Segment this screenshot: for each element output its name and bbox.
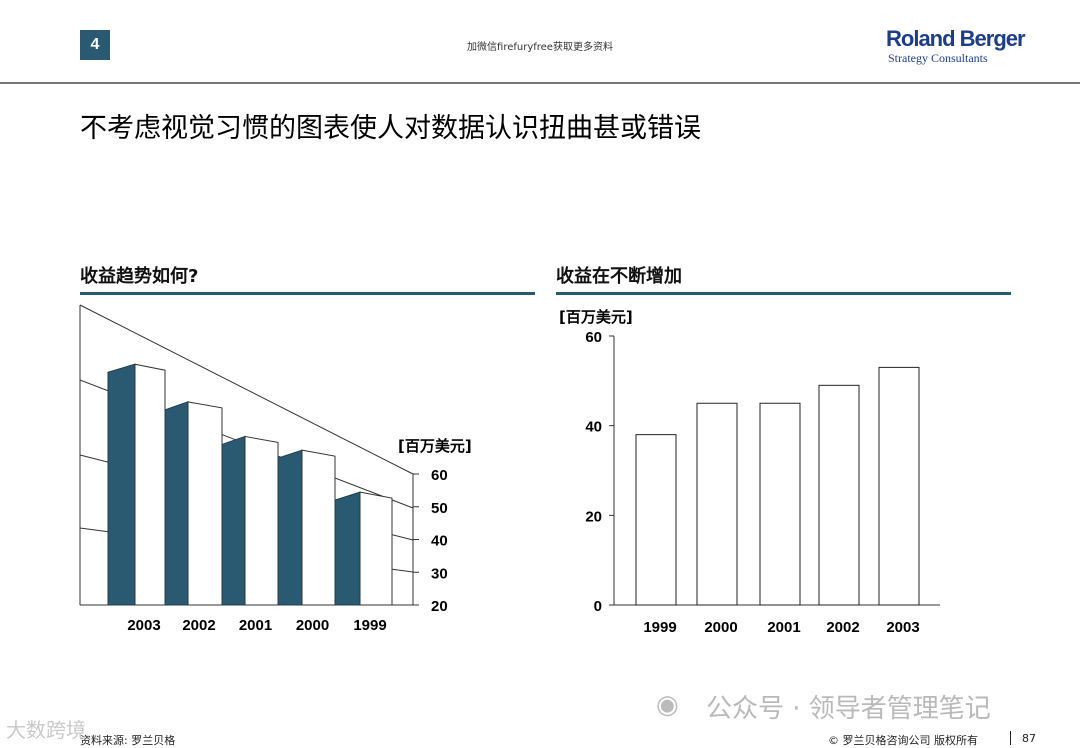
header-divider xyxy=(0,82,1080,84)
right-heading-rule xyxy=(556,292,1011,295)
y-tick-label: 20 xyxy=(585,508,602,525)
x-tick-label: 2002 xyxy=(826,619,859,636)
bar xyxy=(818,384,860,606)
y-tick-label: 50 xyxy=(431,500,448,517)
y-unit-label: [百万美元] xyxy=(398,437,472,455)
y-tick-label: 60 xyxy=(431,467,448,484)
bar-front-face xyxy=(134,363,166,606)
y-tick-label: 40 xyxy=(431,533,448,550)
x-tick-label: 2000 xyxy=(704,619,737,636)
x-tick-label: 2002 xyxy=(182,617,215,634)
x-tick-label: 2001 xyxy=(767,619,800,636)
watermark-left-text: 大数跨境 xyxy=(6,718,86,742)
x-tick-label: 1999 xyxy=(353,617,386,634)
watermark-text: 公众号 · 领导者管理笔记 xyxy=(706,694,991,724)
bar-front-face xyxy=(187,401,223,606)
bar xyxy=(696,402,738,606)
header-note: 加微信firefuryfree获取更多资料 xyxy=(467,42,613,53)
bar-side-face xyxy=(107,363,136,606)
y-tick-label: 20 xyxy=(431,598,448,615)
bar-side-face xyxy=(334,491,361,606)
bar-front-face xyxy=(359,491,393,606)
y-tick-label: 60 xyxy=(585,329,602,346)
left-chart-heading: 收益趋势如何? xyxy=(80,266,199,287)
y-tick-label: 40 xyxy=(585,419,602,436)
wechat-icon: ◉ xyxy=(656,690,679,720)
roland-berger-logo: Roland Berger xyxy=(886,26,1026,51)
bar-front-face xyxy=(301,449,336,606)
footer-source: 资料来源: 罗兰贝格 xyxy=(80,734,176,747)
bar-side-face xyxy=(277,449,303,606)
bar xyxy=(759,402,801,606)
right-chart-heading: 收益在不断增加 xyxy=(556,266,682,287)
footer-separator xyxy=(1010,731,1011,745)
x-tick-label: 2003 xyxy=(886,619,919,636)
logo-subtitle: Strategy Consultants xyxy=(888,51,988,65)
bar-side-face xyxy=(221,435,246,606)
x-tick-label: 2000 xyxy=(296,617,329,634)
grid-line xyxy=(79,304,414,475)
bar xyxy=(878,366,920,606)
footer-page-number: 87 xyxy=(1022,732,1036,745)
bar-side-face xyxy=(164,401,189,606)
x-tick-label: 2001 xyxy=(239,617,272,634)
x-tick-label: 1999 xyxy=(643,619,676,636)
left-heading-rule xyxy=(80,292,535,295)
bar-front-face xyxy=(244,435,279,606)
bar xyxy=(635,434,677,606)
footer-copyright: © 罗兰贝格咨询公司 版权所有 xyxy=(828,734,978,747)
y-tick-label: 0 xyxy=(594,598,602,615)
y-unit-label: [百万美元] xyxy=(559,308,633,326)
page-number-badge: 4 xyxy=(80,30,110,60)
x-tick-label: 2003 xyxy=(127,617,160,634)
page-title: 不考虑视觉习惯的图表使人对数据认识扭曲甚或错误 xyxy=(80,113,701,144)
y-tick-label: 30 xyxy=(431,565,448,582)
